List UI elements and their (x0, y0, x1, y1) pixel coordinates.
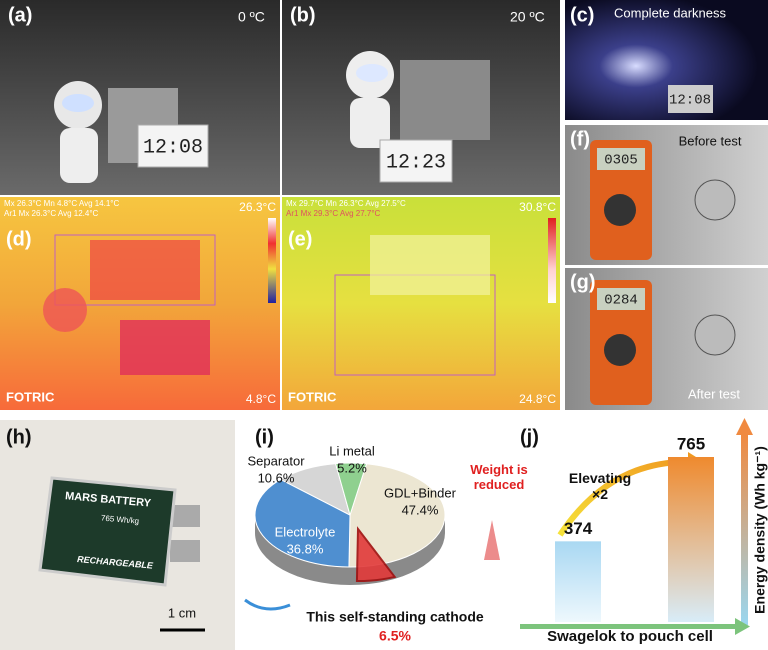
annotation: Weight is reduced (470, 462, 528, 492)
astronaut-body (60, 128, 98, 183)
astronaut-body (350, 98, 390, 148)
brand: FOTRIC (6, 389, 55, 404)
x-arrowhead (735, 618, 750, 635)
photo (565, 0, 768, 120)
cathode-label: This self-standing cathode (306, 609, 484, 625)
bar (555, 541, 601, 622)
tab (170, 505, 200, 527)
visor-light (62, 94, 94, 112)
device-region (370, 235, 490, 295)
panel-label: (g) (570, 271, 596, 293)
panel-label: (i) (255, 426, 274, 448)
bar (668, 457, 714, 622)
panel-label: (d) (6, 228, 32, 250)
clock-region (120, 320, 210, 375)
value-label: 765 (677, 434, 705, 453)
colorbar (548, 218, 556, 303)
slice-label: Li metal (329, 443, 375, 458)
panel-h: MARS BATTERY 765 Wh/kg RECHARGEABLE 1 cm… (0, 420, 235, 650)
dial (604, 194, 636, 226)
panel-i: (i) GDL+Binder 47.4% Electrolyte 36.8% Separ… (244, 426, 500, 644)
caption: Complete darkness (614, 5, 726, 20)
panel-f: 0305 (f) Before test (565, 125, 768, 265)
panel-label: (f) (570, 128, 590, 150)
scale-label: 1 cm (168, 605, 196, 620)
cathode-slice (355, 526, 397, 582)
slice-value: 5.2% (337, 460, 367, 475)
panel-e: Mx 29.7°C Mn 26.3°C Avg 27.5°C Ar1 Mx 29… (282, 197, 560, 410)
dial (604, 334, 636, 366)
brand: FOTRIC (288, 389, 337, 404)
cell (400, 60, 490, 140)
cell (694, 314, 736, 356)
panel-label: (c) (570, 4, 594, 26)
temperature: 20 ºC (510, 9, 545, 25)
panel-d: Mx 26.3°C Mn 4.8°C Avg 14.1°C Ar1 Mx 26.… (0, 197, 280, 410)
slice-value: 36.8% (287, 541, 324, 556)
y-arrowhead (736, 418, 753, 435)
clock (379, 139, 453, 183)
panel-c: 12:08 (c) Complete darkness (565, 0, 768, 120)
panel-g: 0284 (g) After test (565, 268, 768, 410)
min-temp: 4.8°C (246, 392, 276, 406)
panel-b: 12:23 (b) 20 ºC (282, 0, 560, 195)
panel-j: (j) Swagelok to pouch cell Energy densit… (520, 418, 768, 645)
roi (54, 234, 216, 306)
annotation: Elevating ×2 (568, 470, 632, 502)
panel-label: (b) (290, 4, 316, 26)
readout: Mx 26.3°C Mn 4.8°C Avg 14.1°C (4, 199, 120, 208)
display (597, 148, 645, 170)
thermal-image (0, 197, 280, 410)
reading: 0305 (604, 153, 638, 169)
y-axis (741, 435, 748, 625)
temperature: 0 ºC (238, 9, 265, 25)
astronaut-region (43, 288, 87, 332)
reading: 0284 (604, 293, 638, 309)
cathode-value: 6.5% (379, 628, 411, 644)
clock (668, 85, 713, 113)
readout: Mx 29.7°C Mn 26.3°C Avg 27.5°C (286, 199, 406, 208)
pie-slice (334, 462, 368, 517)
pie-slice (254, 478, 351, 568)
max-temp: 30.8°C (519, 200, 556, 214)
x-axis-label: Swagelok to pouch cell (547, 628, 713, 645)
clock-text: 12:23 (386, 151, 446, 174)
caption: After test (688, 386, 740, 401)
visor-light (356, 64, 388, 82)
panel-label: (h) (6, 426, 32, 448)
max-temp: 26.3°C (239, 200, 276, 214)
arrow (484, 520, 500, 560)
arrow (244, 598, 291, 611)
panel-label: (a) (8, 4, 32, 26)
hot-region (90, 240, 200, 300)
x-axis (520, 624, 735, 629)
slice-label: Electrolyte (275, 524, 336, 539)
battery-spec: 765 Wh/kg (101, 513, 140, 525)
readout: Ar1 Mx 26.3°C Avg 12.4°C (4, 209, 99, 218)
colorbar (268, 218, 276, 303)
thermal-image (282, 197, 560, 410)
clock-text: 12:08 (143, 136, 203, 159)
slice-value: 47.4% (402, 502, 439, 517)
readout: Ar1 Mx 29.3°C Avg 27.7°C (286, 209, 381, 218)
caption: Before test (679, 133, 742, 148)
min-temp: 24.8°C (519, 392, 556, 406)
y-axis-label: Energy density (Wh kg⁻¹) (752, 446, 768, 614)
slice-label: Separator (247, 453, 305, 468)
display (597, 288, 645, 310)
clock-text: 12:08 (669, 93, 711, 109)
panel-label: (j) (520, 426, 539, 448)
panel-a: 12:08 (a) 0 ºC (0, 0, 280, 195)
value-label: 374 (564, 519, 593, 538)
slice-value: 10.6% (258, 470, 295, 485)
tab (170, 540, 200, 562)
pouch-cell (38, 476, 177, 587)
cell (694, 179, 736, 221)
panel-label: (e) (288, 228, 312, 250)
slice-label: GDL+Binder (384, 485, 457, 500)
clock (137, 124, 209, 168)
